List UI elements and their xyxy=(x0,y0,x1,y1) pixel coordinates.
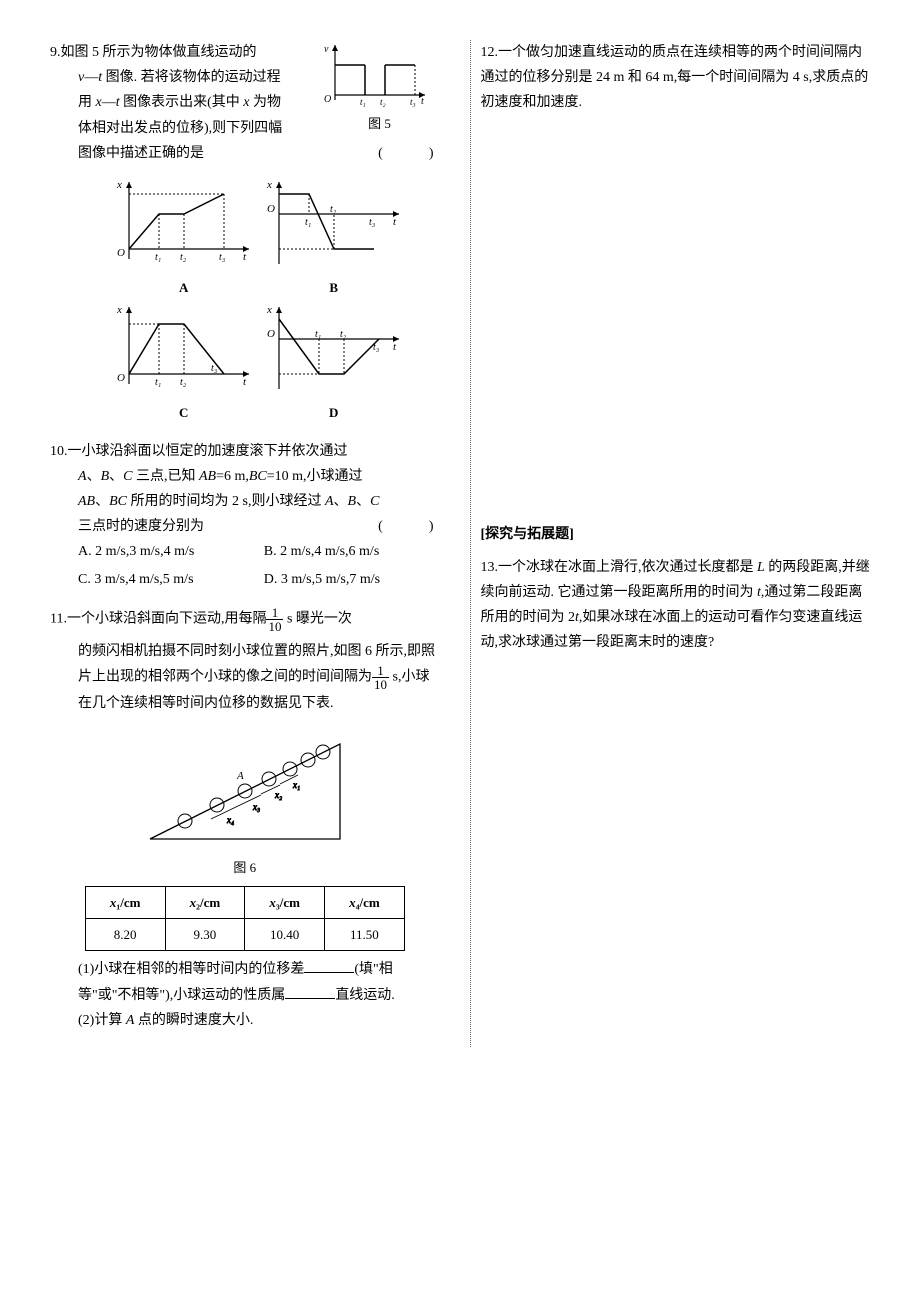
svg-text:t₃: t₃ xyxy=(211,363,218,374)
svg-text:t₂: t₂ xyxy=(180,377,187,388)
figure-5: v O t t₁ t₂ t₃ 图 5 xyxy=(320,40,440,135)
q10-text: 一小球沿斜面以恒定的加速度滚下并依次通过 A、B、C 三点,已知 AB=6 m,… xyxy=(50,444,379,535)
q9-number: 9. xyxy=(50,45,61,60)
svg-text:x: x xyxy=(266,304,272,316)
q9-b-label: B xyxy=(259,276,409,299)
svg-text:t₃: t₃ xyxy=(410,97,416,107)
figure-6-label: 图 6 xyxy=(50,856,440,879)
svg-text:x₄: x₄ xyxy=(226,815,234,825)
blank-1[interactable] xyxy=(304,959,354,973)
question-9: v O t t₁ t₂ t₃ 图 5 9.如图 5 所示为物体做直线运动的 v xyxy=(50,40,440,425)
svg-text:t: t xyxy=(393,216,397,228)
left-column: v O t t₁ t₂ t₃ 图 5 9.如图 5 所示为物体做直线运动的 v xyxy=(50,40,450,1047)
th-x2: x₂/cm xyxy=(165,886,245,918)
th-x1: x₁/cm xyxy=(85,886,165,918)
td-x1: 8.20 xyxy=(85,919,165,951)
svg-text:x₂: x₂ xyxy=(274,790,282,800)
svg-text:t₂: t₂ xyxy=(180,252,187,263)
question-13: 13.一个冰球在冰面上滑行,依次通过长度都是 L 的两段距离,并继续向前运动. … xyxy=(481,555,871,656)
td-x3: 10.40 xyxy=(245,919,325,951)
question-10: 10.一小球沿斜面以恒定的加速度滚下并依次通过 A、B、C 三点,已知 AB=6… xyxy=(50,439,440,592)
svg-text:t: t xyxy=(393,341,397,353)
th-x3: x₃/cm xyxy=(245,886,325,918)
svg-text:t₃: t₃ xyxy=(369,217,376,228)
q11-number: 11. xyxy=(50,612,67,627)
q10-paren: ( ) xyxy=(378,514,439,539)
q9-l1: 如图 5 所示为物体做直线运动的 xyxy=(61,45,257,60)
q11-data-table: x₁/cm x₂/cm x₃/cm x₄/cm 8.20 9.30 10.40 … xyxy=(85,886,405,952)
q13-text: 一个冰球在冰面上滑行,依次通过长度都是 L 的两段距离,并继续向前运动. 它通过… xyxy=(481,560,870,651)
svg-text:t₁: t₁ xyxy=(315,329,321,340)
svg-text:t₃: t₃ xyxy=(219,252,226,263)
svg-text:t₃: t₃ xyxy=(373,342,380,353)
svg-text:t₂: t₂ xyxy=(330,204,337,215)
right-column: 12.一个做匀加速直线运动的质点在连续相等的两个时间间隔内通过的位移分别是 24… xyxy=(470,40,871,1047)
svg-text:O: O xyxy=(267,328,275,340)
td-x2: 9.30 xyxy=(165,919,245,951)
q10-opt-a: A. 2 m/s,3 m/s,4 m/s xyxy=(78,539,254,564)
svg-text:x₁: x₁ xyxy=(292,780,300,790)
svg-text:t: t xyxy=(421,96,424,107)
q10-opt-d: D. 3 m/s,5 m/s,7 m/s xyxy=(264,567,440,592)
th-x4: x₄/cm xyxy=(325,886,405,918)
question-11: 11.一个小球沿斜面向下运动,用每隔110 s 曝光一次 的频闪相机拍摄不同时刻… xyxy=(50,606,440,1033)
q11-sub2: (2)计算 A 点的瞬时速度大小. xyxy=(78,1013,253,1028)
svg-text:x: x xyxy=(116,304,122,316)
q9-c-label: C xyxy=(109,401,259,424)
q12-text: 一个做匀加速直线运动的质点在连续相等的两个时间间隔内通过的位移分别是 24 m … xyxy=(481,45,869,110)
svg-text:v: v xyxy=(324,44,329,55)
svg-text:t₂: t₂ xyxy=(380,97,386,107)
q9-l4: 体相对出发点的位移),则下列四幅 xyxy=(78,121,282,136)
q11-text-b: s 曝光一次 xyxy=(283,612,351,627)
q11-sub1c: 直线运动. xyxy=(335,988,395,1003)
svg-text:x: x xyxy=(266,179,272,191)
q9-option-a-graph: x O t t₁ t₂ t₃ A xyxy=(109,174,259,299)
svg-text:O: O xyxy=(267,203,275,215)
q13-number: 13. xyxy=(481,560,499,575)
q10-opt-b: B. 2 m/s,4 m/s,6 m/s xyxy=(264,539,440,564)
svg-text:t: t xyxy=(243,376,247,388)
q11-text-a: 一个小球沿斜面向下运动,用每隔 xyxy=(67,612,267,627)
q9-option-b-graph: x O t t₁ t₂ t₃ B xyxy=(259,174,409,299)
svg-text:t₁: t₁ xyxy=(360,97,366,107)
q10-number: 10. xyxy=(50,444,68,459)
svg-text:t₁: t₁ xyxy=(305,217,311,228)
svg-text:O: O xyxy=(324,94,331,105)
q9-l5: 图像中描述正确的是 xyxy=(78,146,204,161)
figure-6: A x₁ x₂ x₃ x₄ xyxy=(50,724,440,854)
q9-paren: ( ) xyxy=(378,141,439,166)
svg-text:x₃: x₃ xyxy=(252,802,260,812)
q9-option-c-graph: x O t t₁ t₂ t₃ C xyxy=(109,299,259,424)
svg-text:O: O xyxy=(117,372,125,384)
question-12: 12.一个做匀加速直线运动的质点在连续相等的两个时间间隔内通过的位移分别是 24… xyxy=(481,40,871,116)
svg-text:t: t xyxy=(243,251,247,263)
q9-a-label: A xyxy=(109,276,259,299)
q9-d-label: D xyxy=(259,401,409,424)
q9-l3: 用 x—t 图像表示出来(其中 x 为物 xyxy=(78,95,281,110)
section-title: [探究与拓展题] xyxy=(481,522,871,547)
q9-l2: v—t 图像. 若将该物体的运动过程 xyxy=(78,70,281,85)
svg-text:t₁: t₁ xyxy=(155,377,161,388)
svg-text:O: O xyxy=(117,247,125,259)
svg-text:t₁: t₁ xyxy=(155,252,161,263)
svg-text:t₂: t₂ xyxy=(340,329,347,340)
q12-number: 12. xyxy=(481,45,499,60)
figure-5-label: 图 5 xyxy=(320,112,440,135)
q9-option-d-graph: x O t t₁ t₂ t₃ D xyxy=(259,299,409,424)
svg-text:A: A xyxy=(236,770,244,782)
q11-sub1a: (1)小球在相邻的相等时间内的位移差 xyxy=(78,962,304,977)
blank-2[interactable] xyxy=(285,985,335,999)
svg-text:x: x xyxy=(116,179,122,191)
td-x4: 11.50 xyxy=(325,919,405,951)
q10-opt-c: C. 3 m/s,4 m/s,5 m/s xyxy=(78,567,254,592)
